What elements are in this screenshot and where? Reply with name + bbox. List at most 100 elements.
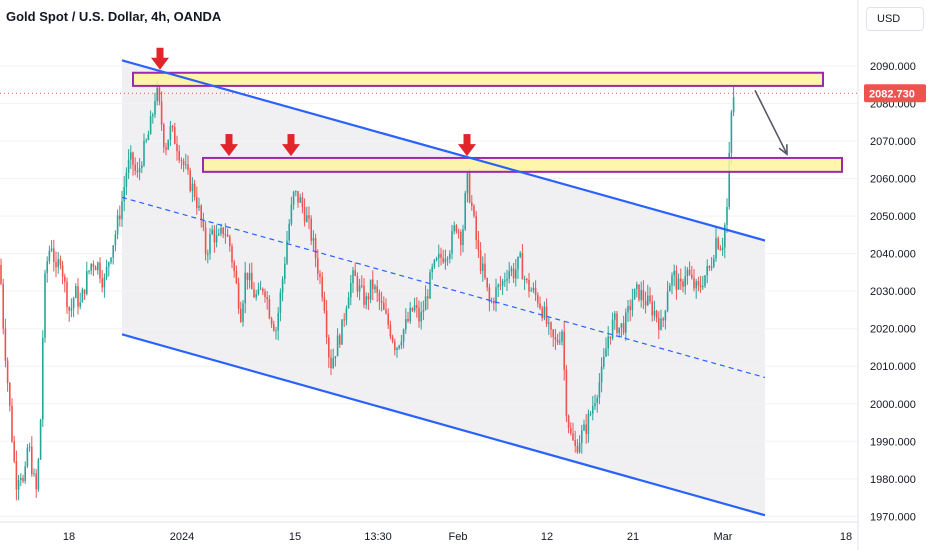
candle-body <box>545 306 548 324</box>
candle-body <box>521 253 524 280</box>
candle-body <box>530 290 532 292</box>
candle-body <box>631 299 634 311</box>
candle-body <box>504 280 506 282</box>
candle-body <box>35 473 37 490</box>
candle-body <box>510 268 513 272</box>
candle-body <box>693 278 695 289</box>
y-tick-label: 2050.000 <box>870 211 916 223</box>
candle-body <box>699 285 702 288</box>
candle-body <box>2 283 4 329</box>
candle-body <box>112 245 114 258</box>
candle-body <box>317 258 319 274</box>
last-price-badge <box>864 84 926 103</box>
candle-body <box>341 319 343 345</box>
currency-selector[interactable]: USD <box>866 7 924 31</box>
candle-body <box>638 284 640 300</box>
candle-body <box>587 413 590 434</box>
candle-body <box>138 167 141 173</box>
y-tick-label: 2010.000 <box>870 361 916 373</box>
x-tick-label: Feb <box>449 531 468 543</box>
candle-body <box>182 160 185 165</box>
drawings <box>0 47 858 517</box>
candle-body <box>20 477 22 480</box>
candle-body <box>336 335 339 357</box>
candle-body <box>229 236 231 247</box>
candle-body <box>26 447 29 467</box>
channel-mid-line <box>121 196 766 379</box>
candle-body <box>319 273 321 277</box>
candle-body <box>488 287 491 302</box>
candle-body <box>658 317 660 330</box>
candle-body <box>204 227 207 255</box>
candle-body <box>618 327 620 334</box>
candle-body <box>246 272 249 281</box>
x-tick-label: 18 <box>840 531 852 543</box>
candle-body <box>356 276 359 292</box>
candle-body <box>717 238 719 249</box>
y-tick-label: 2000.000 <box>870 399 916 411</box>
candle-body <box>479 250 482 271</box>
resistance-zone-1 <box>132 71 824 87</box>
candle-body <box>548 322 550 324</box>
candle-body <box>6 360 9 383</box>
candle-body <box>213 229 216 243</box>
candle-body <box>220 227 222 234</box>
candle-body <box>611 319 614 339</box>
candle-body <box>64 276 66 282</box>
y-tick-label: 2060.000 <box>870 174 916 186</box>
candle-body <box>211 229 213 235</box>
candle-body <box>209 234 211 254</box>
candle-body <box>13 441 15 462</box>
candle-body <box>24 466 26 482</box>
candle-body <box>262 288 264 292</box>
candle-body <box>411 308 414 311</box>
candle-body <box>616 313 618 334</box>
candle-body <box>633 288 636 300</box>
candle-body <box>169 126 172 140</box>
candle-body <box>704 275 706 287</box>
candle-body <box>22 477 24 482</box>
candle-body <box>433 260 436 267</box>
candle-body <box>416 305 418 308</box>
candle-body <box>576 445 579 453</box>
candle-body <box>708 266 711 268</box>
candle-body <box>33 473 35 475</box>
candle-body <box>706 266 708 276</box>
candle-body <box>715 238 717 259</box>
candle-body <box>609 336 612 339</box>
candle-body <box>559 341 561 343</box>
candle-body <box>565 369 568 417</box>
candle-body <box>152 114 154 117</box>
candle-body <box>141 165 143 168</box>
candle-body <box>189 170 191 192</box>
candle-body <box>570 427 572 434</box>
candle-body <box>653 310 656 316</box>
candle-body <box>719 248 722 250</box>
candle-body <box>180 159 183 161</box>
candle-body <box>354 270 356 277</box>
y-tick-label: 1970.000 <box>870 511 916 523</box>
candle-body <box>583 424 585 431</box>
candle-body <box>193 183 196 197</box>
candle-body <box>196 196 198 208</box>
candle-body <box>237 283 240 309</box>
candle-body <box>550 322 552 330</box>
candle-body <box>286 240 288 264</box>
candle-body <box>363 285 365 305</box>
x-tick-label: 13:30 <box>364 531 392 543</box>
candle-body <box>308 215 310 219</box>
candle-body <box>11 405 13 442</box>
candle-body <box>649 295 651 302</box>
candle-body <box>156 87 158 102</box>
candle-body <box>281 279 284 293</box>
candle-body <box>4 328 7 361</box>
candle-body <box>290 204 293 224</box>
candle-body <box>9 382 11 406</box>
candle-body <box>330 357 332 368</box>
candle-body <box>499 284 502 286</box>
candle-body <box>374 286 376 290</box>
candle-body <box>451 231 453 254</box>
candle-body <box>552 329 554 337</box>
down-arrow-shaft <box>287 134 295 146</box>
